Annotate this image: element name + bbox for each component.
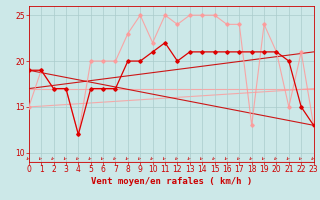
X-axis label: Vent moyen/en rafales ( km/h ): Vent moyen/en rafales ( km/h ) bbox=[91, 177, 252, 186]
